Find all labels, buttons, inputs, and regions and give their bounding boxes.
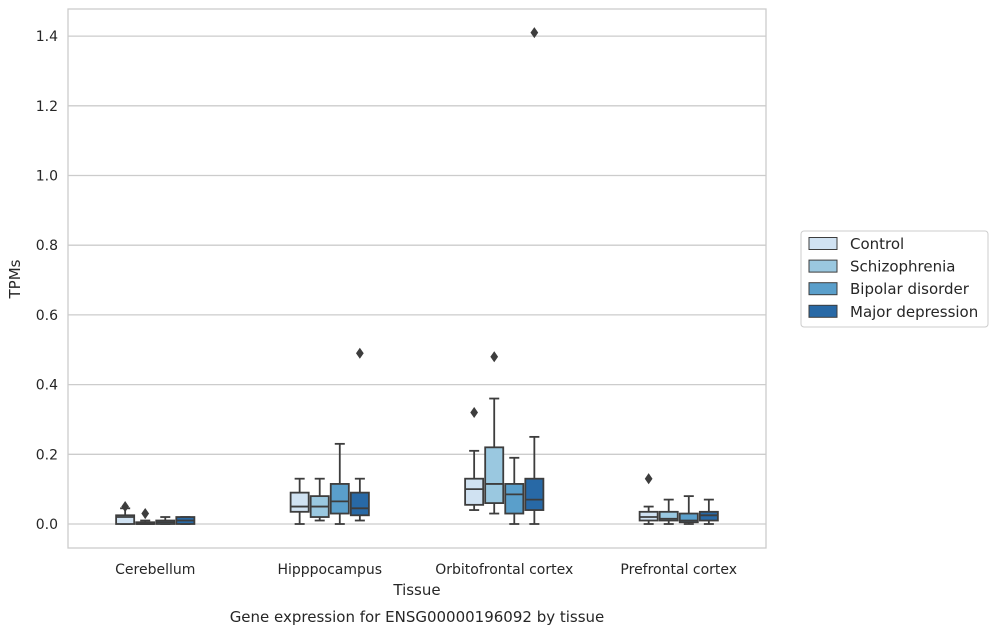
x-tick-label: Orbitofrontal cortex [435, 562, 573, 578]
y-tick-labels: 0.0 0.2 0.4 0.6 0.8 1.0 1.2 1.4 [36, 29, 58, 533]
y-tick-label: 0.6 [36, 308, 58, 324]
box-rect [115, 514, 136, 525]
outlier-point [490, 351, 499, 363]
box-rect [504, 483, 525, 515]
box-1-2 [329, 442, 350, 525]
box-2-0 [464, 406, 485, 511]
box-2-2 [504, 456, 525, 525]
x-tick-label: Hipppocampus [277, 562, 382, 578]
y-tick-label: 0.2 [36, 447, 58, 463]
legend-swatch [808, 282, 838, 296]
box-0-1 [135, 508, 156, 525]
legend-label: Schizophrenia [850, 258, 955, 276]
box-0-3 [175, 516, 196, 525]
box-1-3 [349, 347, 370, 522]
y-tick-label: 1.4 [36, 29, 58, 45]
y-tick-label: 0.4 [36, 378, 58, 394]
outlier-point [121, 501, 130, 513]
grid-lines [68, 35, 766, 525]
box-3-0 [638, 473, 659, 525]
outlier-point [530, 27, 539, 39]
box-2-1 [484, 351, 505, 515]
outlier-point [141, 508, 150, 520]
box-rect [289, 491, 310, 513]
legend-swatch [808, 259, 838, 273]
x-tick-labels: Cerebellum Hipppocampus Orbitofrontal cort… [115, 562, 737, 578]
box-3-3 [698, 498, 719, 525]
box-0-2 [155, 516, 176, 525]
x-tick-label: Cerebellum [115, 562, 195, 578]
legend-label: Control [850, 235, 904, 253]
legend-frame [800, 230, 989, 328]
y-tick-label: 1.0 [36, 169, 58, 185]
box-3-2 [678, 495, 699, 525]
box-rect [658, 510, 679, 522]
box-rect [524, 477, 545, 511]
chart-caption: Gene expression for ENSG00000196092 by t… [230, 608, 605, 626]
box-1-1 [309, 477, 330, 522]
box-2-3 [524, 27, 545, 525]
outlier-point [470, 406, 479, 419]
y-tick-label: 1.2 [36, 99, 58, 115]
box-rect [678, 512, 699, 524]
x-tick-label: Prefrontal cortex [620, 562, 737, 578]
box-1-0 [289, 477, 310, 525]
legend-label: Bipolar disorder [850, 280, 970, 298]
box-rect [349, 491, 370, 517]
x-axis-title: Tissue [392, 581, 440, 599]
box-3-1 [658, 498, 679, 525]
box-rect [329, 483, 350, 515]
boxplots [115, 27, 719, 525]
box-rect [464, 477, 485, 506]
legend-swatch [808, 304, 838, 318]
box-rect [484, 446, 505, 504]
box-0-0 [115, 501, 136, 525]
outlier-point [355, 347, 364, 359]
plot-frame [67, 8, 767, 549]
legend-swatch [808, 237, 838, 250]
y-tick-label: 0.8 [36, 238, 58, 254]
legend: Control Schizophrenia Bipolar disorder Majo… [800, 230, 989, 328]
outlier-point [644, 473, 653, 485]
legend-label: Major depression [850, 303, 978, 321]
y-tick-label: 0.0 [36, 517, 58, 533]
y-axis-title: TPMs [6, 259, 24, 299]
